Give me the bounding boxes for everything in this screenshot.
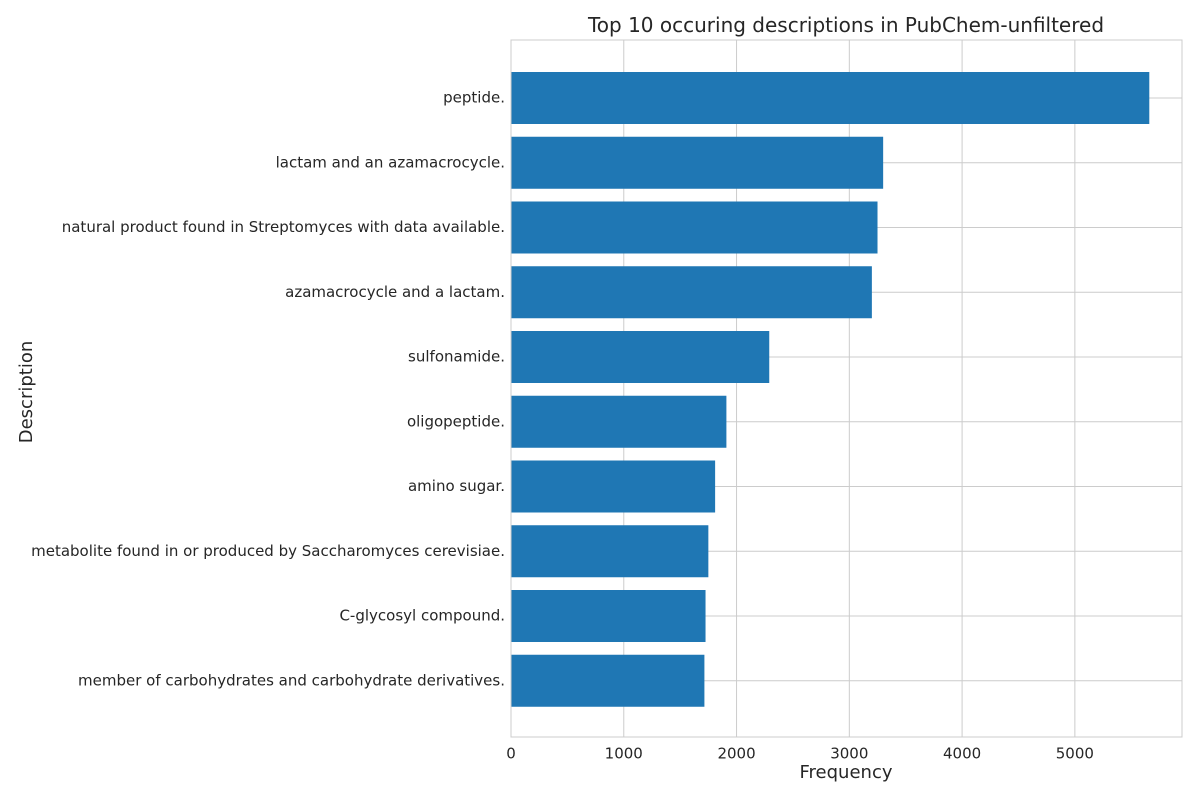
y-tick-label: lactam and an azamacrocycle.	[276, 153, 505, 171]
bar	[511, 136, 884, 189]
y-tick-label: oligopeptide.	[407, 412, 505, 430]
y-tick-label: peptide.	[443, 89, 505, 107]
x-axis-label: Frequency	[800, 762, 893, 783]
bar	[511, 72, 1150, 124]
bar	[511, 266, 872, 319]
x-tick-labels: 0 1000 2000 3000 4000 5000	[506, 745, 1094, 763]
y-tick-labels: peptide. lactam and an azamacrocycle. natu…	[31, 89, 505, 690]
chart-title: Top 10 occuring descriptions in PubChem-…	[587, 13, 1104, 37]
bar	[511, 590, 706, 642]
y-axis-label: Description	[16, 341, 37, 444]
x-tick-label: 0	[506, 745, 516, 763]
plot-frame	[510, 39, 1183, 738]
bar	[511, 654, 705, 707]
bar	[511, 395, 727, 448]
y-tick-label: amino sugar.	[408, 477, 505, 495]
bar	[511, 331, 770, 383]
x-tick-label: 3000	[830, 745, 868, 763]
x-tick-label: 2000	[717, 745, 755, 763]
y-tick-label: C-glycosyl compound.	[339, 607, 505, 625]
x-tick-label: 4000	[943, 745, 981, 763]
bars	[511, 72, 1150, 707]
y-tick-label: natural product found in Streptomyces wi…	[62, 218, 505, 236]
bar	[511, 525, 709, 578]
x-tick-label: 1000	[605, 745, 643, 763]
y-tick-label: metabolite found in or produced by Sacch…	[31, 542, 505, 560]
x-tick-label: 5000	[1056, 745, 1094, 763]
bar	[511, 201, 878, 254]
y-tick-label: sulfonamide.	[408, 348, 505, 366]
bar	[511, 460, 716, 513]
y-tick-label: azamacrocycle and a lactam.	[285, 283, 505, 301]
y-tick-label: member of carbohydrates and carbohydrate…	[78, 671, 505, 689]
